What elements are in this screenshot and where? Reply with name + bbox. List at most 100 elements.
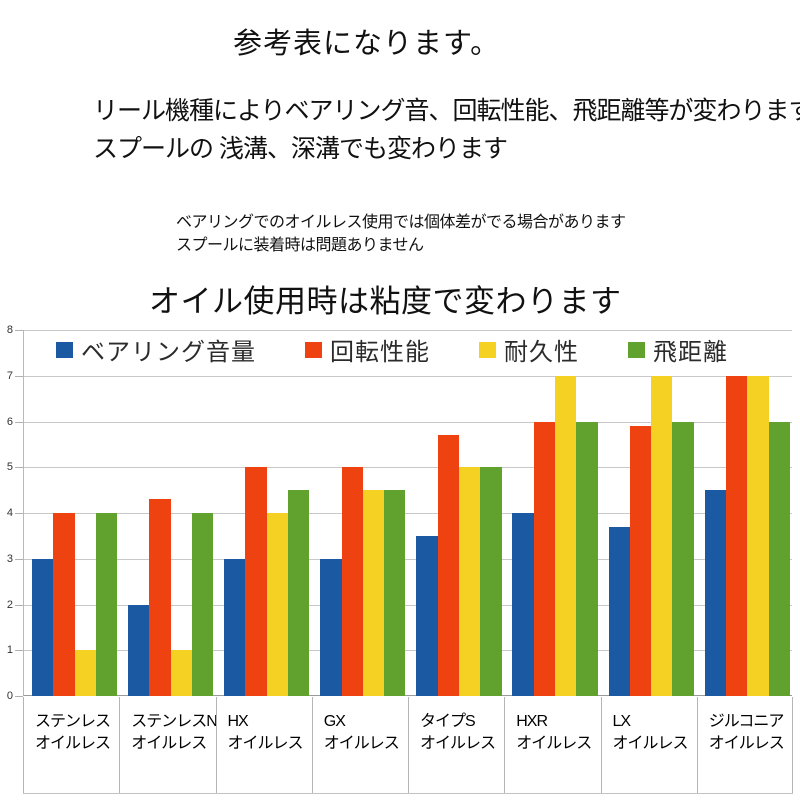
x-label-line2: オイルレス [35, 735, 111, 752]
note-line1: ベアリングでのオイルレス使用では個体差がでる場合があります [176, 214, 626, 231]
legend-label: 回転性能 [330, 339, 430, 366]
bar [384, 490, 406, 696]
y-tick [15, 375, 23, 377]
note-line2: スプールに装着時は問題ありません [176, 237, 424, 254]
x-category-label: GX オイルレス [311, 697, 408, 793]
bar-group [407, 330, 503, 696]
bar [651, 375, 673, 696]
x-axis-labels: ステンレス オイルレス ステンレスN オイルレス HX オイルレス GX オイルレス タイプS オ… [23, 697, 793, 794]
x-label-line1: タイプS [420, 713, 476, 730]
bar [416, 535, 438, 696]
y-tick-label: 1 [6, 644, 13, 657]
legend-item: 耐久性 [479, 332, 579, 367]
x-label-line1: HXR [516, 713, 548, 730]
y-tick-label: 5 [6, 461, 13, 474]
note-text: ベアリングでのオイルレス使用では個体差がでる場合があります スプールに装着時は問題… [176, 211, 626, 257]
x-label-line2: オイルレス [516, 735, 592, 752]
x-category-label: ステンレスオイルレス [23, 697, 119, 793]
legend-label: 飛距離 [653, 339, 728, 366]
description-line1: リール機種によりベアリング音、回転性能、飛距離等が変わります。 [93, 97, 800, 125]
bar-group [600, 330, 696, 696]
bar [608, 526, 630, 696]
bar [512, 513, 534, 696]
legend-swatch [479, 341, 496, 358]
bar [53, 513, 75, 696]
y-tick [15, 604, 23, 606]
x-category-label: ジルコニアオイルレス [696, 697, 793, 793]
x-label-line2: オイルレス [227, 735, 304, 752]
y-tick-label: 2 [6, 598, 13, 611]
y-tick [15, 558, 23, 560]
y-tick [15, 513, 23, 514]
bar [288, 490, 310, 696]
x-category-label: LX オイルレス [600, 697, 697, 793]
description-line2: スプールの 浅溝、深溝でも変わります [93, 135, 508, 163]
x-label-line2: オイルレス [323, 735, 400, 752]
bar [480, 467, 502, 696]
gridline [24, 513, 792, 514]
y-tick-label: 3 [6, 552, 13, 565]
x-label-line1: GX [323, 713, 346, 730]
x-category-label: HXR オイルレス [504, 697, 600, 793]
bar [768, 421, 790, 696]
bar [555, 375, 577, 696]
bar [95, 513, 118, 696]
x-label-line1: HX [227, 713, 249, 730]
y-tick [15, 421, 23, 423]
legend-item: 飛距離 [628, 332, 728, 367]
legend-swatch [305, 341, 322, 358]
legend-item: ベアリング音量 [56, 332, 256, 367]
bar [266, 513, 289, 696]
chart-subtitle: オイル使用時は粘度で変わります [149, 284, 622, 319]
bar [362, 490, 385, 696]
x-category-label: ステンレスN オイルレス [119, 697, 218, 793]
bar-group [311, 330, 407, 696]
bar [576, 421, 598, 696]
bar [341, 467, 363, 696]
description-text: リール機種によりベアリング音、回転性能、飛距離等が変わります。 スプールの 浅溝、… [93, 92, 800, 168]
bar [128, 604, 150, 696]
x-label-line2: オイルレス [131, 735, 207, 752]
legend-swatch [628, 341, 645, 358]
legend-item: 回転性能 [305, 332, 430, 367]
x-label-line1: ステンレス [35, 713, 111, 730]
bar [458, 467, 481, 696]
bar [437, 435, 459, 696]
gridline [24, 375, 792, 377]
bar [629, 426, 652, 696]
x-category-label: タイプS オイルレス [408, 697, 504, 793]
bar [224, 558, 246, 696]
gridline [24, 604, 792, 606]
x-label-line1: ステンレスN [131, 713, 218, 730]
legend-swatch [56, 341, 73, 358]
bar [704, 490, 726, 696]
y-tick-label: 7 [6, 369, 13, 382]
bar [320, 558, 342, 696]
y-tick [15, 330, 23, 331]
chart-legend: ベアリング音量 回転性能 耐久性 飛距離 [56, 332, 728, 367]
bar [747, 375, 769, 696]
x-category-label: HX オイルレス [215, 697, 312, 793]
gridline [24, 558, 792, 560]
y-tick-label: 4 [6, 507, 13, 519]
bar-group [119, 330, 215, 696]
x-label-line2: オイルレス [612, 735, 689, 752]
bar-group [696, 330, 792, 696]
bar [672, 421, 694, 696]
y-tick-label: 0 [6, 690, 13, 702]
bar [170, 650, 192, 696]
bar-group [215, 330, 311, 696]
x-label-line1: ジルコニア [708, 713, 785, 730]
bar [245, 467, 267, 696]
x-label-line1: LX [612, 713, 632, 730]
gridline [24, 421, 792, 423]
page-title: 参考表になります。 [233, 28, 501, 60]
legend-label: 耐久性 [504, 339, 579, 366]
legend-label: ベアリング音量 [81, 339, 256, 366]
gridline [24, 330, 792, 331]
bar-group [23, 330, 119, 696]
bar [533, 421, 556, 696]
bar [149, 499, 171, 696]
x-label-line2: オイルレス [708, 735, 785, 752]
gridline [24, 650, 792, 652]
